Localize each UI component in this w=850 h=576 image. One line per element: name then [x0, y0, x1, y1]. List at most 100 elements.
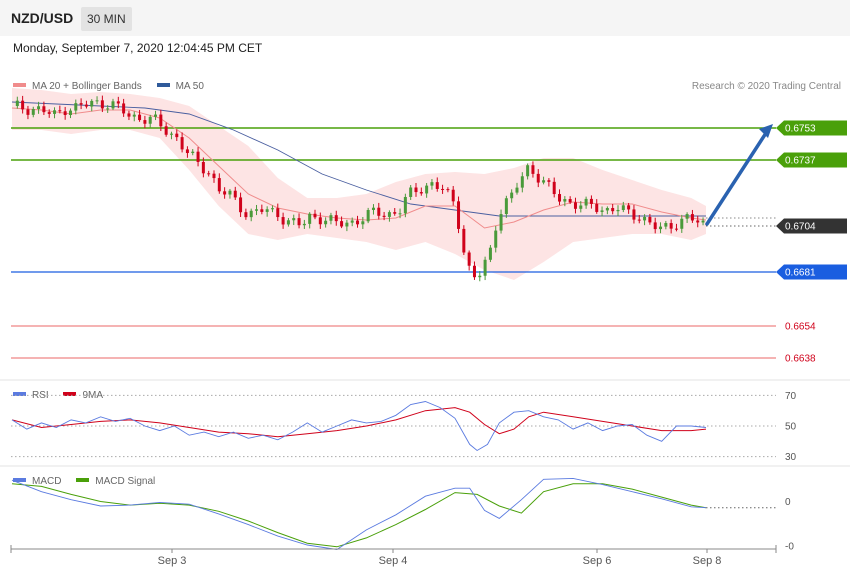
- candle-body: [58, 110, 62, 112]
- candle-body: [462, 228, 466, 253]
- candle-body: [499, 214, 503, 231]
- legend-macd: MACD: [13, 476, 61, 487]
- candle-body: [653, 222, 657, 230]
- candle-body: [169, 133, 173, 135]
- ma20-line: [11, 107, 707, 229]
- candle-body: [520, 176, 524, 188]
- last-price-tag: [776, 218, 847, 234]
- candle-body: [74, 103, 78, 111]
- x-axis-tick-label: Sep 4: [379, 555, 408, 567]
- x-axis-tick-label: Sep 8: [693, 555, 722, 567]
- candle-body: [643, 216, 647, 221]
- macd-legend: MACD MACD Signal: [13, 476, 167, 487]
- rsi-tick-label: 70: [785, 391, 797, 402]
- candle-body: [297, 218, 301, 226]
- candle-body: [382, 215, 386, 217]
- candle-body: [239, 197, 243, 213]
- candle-body: [579, 205, 583, 209]
- candle-body: [106, 108, 110, 110]
- candle-body: [196, 151, 200, 162]
- candle-body: [132, 114, 136, 117]
- candle-body: [467, 252, 471, 266]
- candle-body: [68, 110, 72, 116]
- candle-body: [371, 207, 375, 211]
- candle-body: [26, 109, 30, 115]
- candle-body: [154, 114, 158, 117]
- legend-ma50: MA 50: [156, 81, 204, 92]
- candle-body: [542, 180, 546, 183]
- rsi-ma-swatch: [63, 392, 77, 397]
- candle-body: [648, 216, 652, 223]
- candle-body: [345, 222, 349, 227]
- candle-body: [494, 230, 498, 248]
- candle-body: [425, 185, 429, 194]
- candle-body: [122, 103, 126, 114]
- candle-body: [589, 198, 593, 204]
- candle-body: [605, 208, 609, 211]
- candle-body: [685, 214, 689, 219]
- x-axis-tick-label: Sep 3: [158, 555, 187, 567]
- candle-body: [488, 247, 492, 260]
- macd-signal-line: [11, 483, 707, 548]
- candle-body: [472, 265, 476, 278]
- candle-body: [403, 196, 407, 214]
- candle-body: [446, 189, 450, 191]
- candle-body: [100, 100, 104, 109]
- candle-body: [515, 187, 519, 193]
- candle-body: [441, 188, 445, 190]
- candle-body: [217, 178, 221, 192]
- candle-body: [329, 215, 333, 221]
- ma50-swatch: [156, 83, 170, 88]
- candle-body: [563, 199, 567, 202]
- candle-body: [212, 173, 216, 179]
- candle-body: [313, 213, 317, 218]
- candle-body: [260, 209, 264, 212]
- candle-body: [223, 191, 227, 195]
- candle-body: [690, 214, 694, 221]
- candle-body: [276, 208, 280, 218]
- candle-body: [621, 205, 625, 210]
- candle-body: [430, 182, 434, 186]
- candle-body: [302, 223, 306, 226]
- candle-body: [143, 120, 147, 124]
- candle-body: [393, 212, 397, 214]
- candle-body: [207, 173, 211, 175]
- timeframe-badge[interactable]: 30 MIN: [81, 7, 132, 31]
- price-legend: MA 20 + Bollinger Bands MA 50: [13, 81, 216, 92]
- ma50-line: [11, 101, 706, 217]
- resistance-label: 0.6753: [785, 124, 816, 135]
- macd-tick-label: 0: [785, 497, 791, 508]
- candle-body: [387, 212, 391, 217]
- candle-body: [185, 149, 189, 154]
- candle-body: [637, 219, 641, 221]
- ma20-swatch: [13, 83, 26, 88]
- candle-body: [244, 212, 248, 218]
- candle-body: [504, 198, 508, 215]
- candle-body: [414, 187, 418, 193]
- candle-body: [568, 199, 572, 203]
- candle-body: [15, 100, 19, 106]
- candle-body: [664, 223, 668, 227]
- candle-body: [281, 217, 285, 225]
- candle-body: [255, 209, 259, 211]
- candle-body: [37, 106, 41, 110]
- candle-body: [90, 100, 94, 107]
- candle-body: [611, 208, 615, 212]
- weak-support-label: 0.6654: [785, 322, 816, 333]
- macd-signal-swatch: [76, 478, 90, 483]
- support-label: 0.6681: [785, 268, 816, 279]
- resistance-tag: [776, 152, 847, 168]
- candle-body: [536, 173, 540, 183]
- candle-body: [95, 100, 99, 102]
- target-arrow-shaft: [705, 131, 768, 226]
- candle-body: [164, 126, 168, 135]
- candle-body: [318, 217, 322, 225]
- rsi-line: [11, 401, 707, 452]
- support-tag: [776, 264, 847, 280]
- candle-body: [457, 201, 461, 229]
- legend-macd-label: MACD: [32, 476, 62, 487]
- candlesticks: [15, 95, 705, 282]
- legend-rsi-ma: 9MA: [63, 390, 103, 401]
- candle-body: [127, 113, 131, 117]
- target-arrow: [705, 124, 773, 226]
